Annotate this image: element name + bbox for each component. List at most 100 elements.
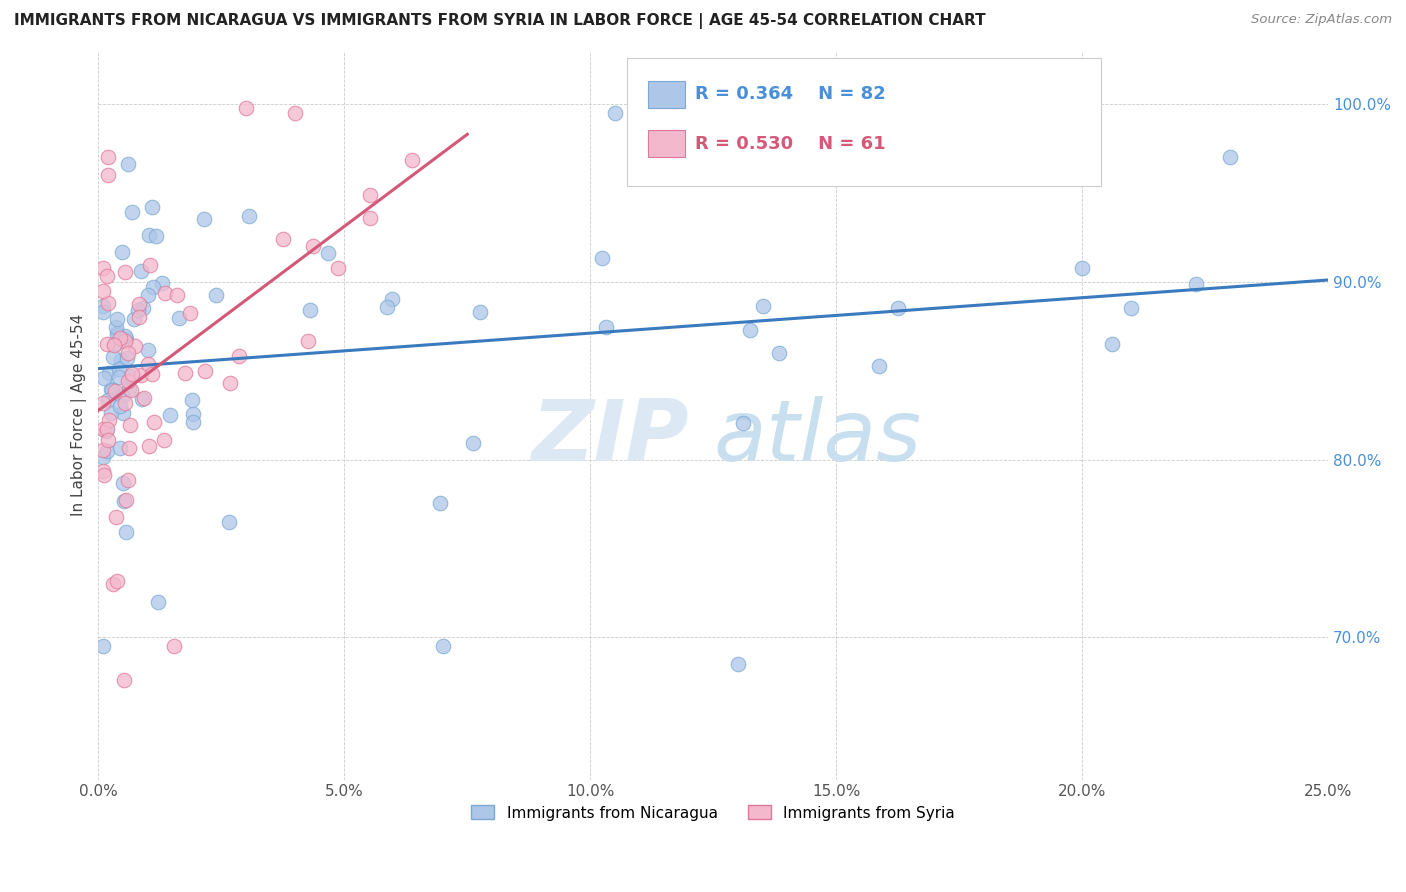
Point: [727, 657, 749, 671]
Point: [91, 450, 114, 464]
Point: [205, 288, 228, 302]
Point: [887, 301, 910, 315]
Point: [868, 359, 890, 373]
Point: [138, 438, 160, 452]
Point: [108, 399, 131, 413]
Point: [129, 368, 152, 382]
Point: [91, 305, 114, 319]
Point: [375, 300, 398, 314]
Point: [146, 595, 169, 609]
Point: [114, 333, 136, 347]
Point: [118, 417, 141, 432]
Point: [100, 383, 122, 397]
Point: [181, 415, 204, 429]
FancyBboxPatch shape: [648, 81, 685, 108]
Point: [91, 422, 114, 436]
Point: [97, 150, 120, 164]
Point: [129, 264, 152, 278]
Point: [127, 303, 149, 318]
Point: [299, 302, 322, 317]
Point: [112, 406, 135, 420]
Point: [97, 295, 120, 310]
Point: [1184, 277, 1206, 292]
Text: atlas: atlas: [713, 395, 921, 478]
Point: [141, 367, 163, 381]
Point: [194, 364, 217, 378]
Point: [112, 494, 135, 508]
Point: [114, 334, 136, 348]
Point: [875, 101, 897, 115]
Point: [96, 268, 118, 283]
Point: [219, 376, 242, 390]
Point: [169, 310, 191, 325]
Point: [166, 288, 188, 302]
Point: [1071, 260, 1094, 275]
Point: [100, 407, 122, 421]
Point: [381, 293, 404, 307]
Point: [91, 640, 114, 654]
Point: [316, 246, 339, 260]
Point: [131, 392, 153, 406]
Point: [93, 371, 115, 385]
Text: Source: ZipAtlas.com: Source: ZipAtlas.com: [1251, 13, 1392, 27]
Point: [1219, 150, 1241, 164]
Point: [105, 574, 128, 588]
Point: [139, 258, 162, 272]
Point: [105, 326, 128, 340]
Point: [124, 311, 146, 326]
Point: [108, 361, 131, 376]
Point: [297, 334, 319, 348]
Point: [91, 396, 114, 410]
Point: [91, 299, 114, 313]
Point: [359, 187, 381, 202]
Point: [302, 238, 325, 252]
Point: [768, 346, 790, 360]
Point: [103, 337, 125, 351]
Point: [179, 306, 201, 320]
Point: [111, 245, 134, 260]
Point: [120, 383, 142, 397]
Point: [111, 475, 134, 490]
Text: R = 0.530    N = 61: R = 0.530 N = 61: [695, 135, 886, 153]
Point: [461, 435, 484, 450]
Point: [142, 279, 165, 293]
Point: [97, 433, 120, 447]
Text: R = 0.364    N = 82: R = 0.364 N = 82: [695, 86, 886, 103]
FancyBboxPatch shape: [648, 130, 685, 157]
Point: [141, 200, 163, 214]
Point: [328, 261, 350, 276]
Point: [117, 351, 139, 365]
Text: IMMIGRANTS FROM NICARAGUA VS IMMIGRANTS FROM SYRIA IN LABOR FORCE | AGE 45-54 CO: IMMIGRANTS FROM NICARAGUA VS IMMIGRANTS …: [14, 13, 986, 29]
Point: [218, 515, 240, 529]
Point: [117, 473, 139, 487]
Point: [96, 422, 118, 436]
Point: [97, 366, 120, 380]
Point: [1121, 301, 1143, 316]
Point: [128, 310, 150, 324]
Point: [432, 640, 454, 654]
Point: [91, 285, 114, 299]
Point: [180, 392, 202, 407]
Point: [238, 209, 260, 223]
Point: [112, 673, 135, 687]
Point: [121, 205, 143, 219]
Point: [110, 353, 132, 368]
Point: [110, 441, 132, 455]
Point: [603, 106, 626, 120]
Point: [108, 370, 131, 384]
Point: [468, 305, 491, 319]
Point: [98, 413, 121, 427]
Point: [117, 346, 139, 360]
Point: [124, 338, 146, 352]
Point: [118, 382, 141, 396]
Point: [117, 374, 139, 388]
Point: [108, 331, 131, 345]
Point: [114, 493, 136, 508]
Point: [101, 350, 124, 364]
Point: [121, 368, 143, 382]
FancyBboxPatch shape: [627, 58, 1101, 186]
Point: [138, 343, 160, 357]
Point: [153, 433, 176, 447]
Point: [429, 496, 451, 510]
Point: [91, 443, 114, 458]
